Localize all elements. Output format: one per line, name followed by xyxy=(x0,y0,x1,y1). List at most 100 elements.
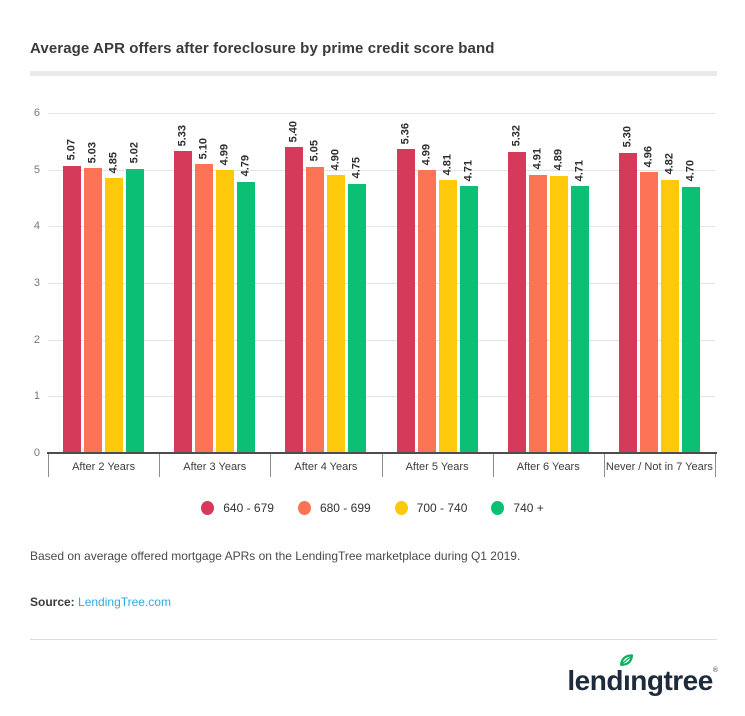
gridline xyxy=(48,283,715,284)
bar-wrap: 4.99 xyxy=(216,113,235,453)
bar xyxy=(195,164,214,453)
axis-tick xyxy=(48,454,49,477)
bar xyxy=(549,175,568,453)
category-label: After 6 Years xyxy=(516,461,580,473)
legend: 640 - 679 680 - 699 700 - 740 740 + xyxy=(0,501,745,515)
axis-tick xyxy=(381,454,383,477)
logo-text-left: lend xyxy=(567,665,623,696)
legend-item: 700 - 740 xyxy=(394,501,467,515)
bar-wrap: 4.91 xyxy=(528,113,547,453)
gridline xyxy=(48,226,715,228)
bar-value-label: 4.71 xyxy=(573,159,586,182)
bar-wrap: 4.90 xyxy=(327,113,346,453)
bar-value-label: 4.96 xyxy=(642,145,655,167)
bar-wrap: 4.79 xyxy=(237,113,256,453)
bar xyxy=(570,186,589,453)
bar-wrap: 4.96 xyxy=(639,113,658,453)
legend-item: 740 + xyxy=(491,501,544,515)
bar-group: 5.07 5.03 4.85 5.02 xyxy=(48,113,159,453)
bar xyxy=(126,168,145,453)
y-axis-tick-label: 2 xyxy=(33,333,40,346)
x-axis-line xyxy=(47,452,717,454)
bar-value-label: 4.79 xyxy=(239,155,252,177)
legend-label: 680 - 699 xyxy=(319,501,371,515)
bar-group: 5.33 5.10 4.99 4.79 xyxy=(159,113,270,453)
bar xyxy=(105,178,124,453)
bar xyxy=(618,152,637,453)
legend-swatch xyxy=(394,501,408,515)
bar-wrap: 5.02 xyxy=(126,113,145,453)
y-axis-tick-label: 3 xyxy=(33,277,40,289)
page-title: Average APR offers after foreclosure by … xyxy=(30,40,495,57)
bar-value-label: 4.89 xyxy=(552,149,565,171)
bar xyxy=(417,170,436,453)
bar-wrap: 4.75 xyxy=(348,113,367,453)
bar-group: 5.30 4.96 4.82 4.70 xyxy=(604,113,715,453)
bar-wrap: 4.71 xyxy=(459,113,478,453)
bar-wrap: 5.36 xyxy=(396,113,415,453)
bar xyxy=(84,167,103,453)
axis-tick xyxy=(603,454,605,477)
axis-tick xyxy=(492,454,494,477)
legend-label: 640 - 679 xyxy=(223,501,274,515)
legend-item: 640 - 679 xyxy=(201,501,274,515)
bar xyxy=(459,186,478,453)
bar xyxy=(306,166,325,453)
bar-value-label: 4.81 xyxy=(441,154,454,176)
bar-group: 5.32 4.91 4.89 4.71 xyxy=(493,113,604,453)
title-divider xyxy=(30,71,717,76)
bar-wrap: 4.71 xyxy=(570,113,589,453)
bar xyxy=(507,151,526,453)
bar-value-label: 5.03 xyxy=(86,141,99,163)
bar-value-label: 4.90 xyxy=(329,148,342,171)
y-axis-tick-label: 4 xyxy=(33,220,40,233)
category-label: After 2 Years xyxy=(72,461,136,473)
bar-value-label: 4.75 xyxy=(350,157,363,179)
bar-wrap: 5.10 xyxy=(195,113,214,453)
bar xyxy=(63,165,82,453)
gridline xyxy=(48,339,715,341)
bar-wrap: 5.07 xyxy=(63,113,82,453)
legend-swatch xyxy=(491,501,505,515)
gridline xyxy=(48,169,715,171)
bar xyxy=(660,179,679,453)
y-axis-tick-label: 0 xyxy=(33,447,40,459)
source-line: Source: LendingTree.com xyxy=(30,595,171,609)
bar xyxy=(438,180,457,453)
bar xyxy=(639,171,658,453)
y-axis-tick-label: 1 xyxy=(33,390,40,403)
bar xyxy=(174,150,193,453)
bar-value-label: 5.36 xyxy=(399,122,412,145)
leaf-icon xyxy=(619,654,634,666)
bar xyxy=(681,186,700,453)
bar-value-label: 5.30 xyxy=(621,126,634,148)
gridline xyxy=(48,113,715,114)
bar-value-label: 4.85 xyxy=(107,151,120,174)
logo-text-right: ngtree xyxy=(630,665,713,696)
logo-i-char: ı xyxy=(622,665,631,696)
bar-wrap: 5.05 xyxy=(306,113,325,453)
lendingtree-logo: lend ıngtree® xyxy=(567,654,718,697)
plot-area: 5.07 5.03 4.85 5.02 5.33 5.10 4.99 4.79 5.40 5.05… xyxy=(48,113,715,453)
bar-value-label: 5.40 xyxy=(287,120,300,142)
legend-item: 680 - 699 xyxy=(297,501,371,515)
bar xyxy=(327,175,346,453)
bar xyxy=(528,174,547,453)
legend-swatch xyxy=(297,501,311,515)
bar-wrap: 5.32 xyxy=(507,113,526,453)
gridline xyxy=(48,396,715,398)
bar-value-label: 4.91 xyxy=(531,148,544,170)
source-link[interactable]: LendingTree.com xyxy=(78,595,171,609)
bar-value-label: 5.02 xyxy=(128,142,141,164)
axis-tick xyxy=(715,454,716,477)
bar-wrap: 5.30 xyxy=(618,113,637,453)
bar xyxy=(237,181,256,453)
category-label: Never / Not in 7 Years xyxy=(605,461,713,473)
legend-swatch xyxy=(201,501,215,515)
bar-value-label: 5.10 xyxy=(197,137,210,159)
bar-wrap: 5.33 xyxy=(174,113,193,453)
bar-wrap: 4.82 xyxy=(660,113,679,453)
axis-tick xyxy=(159,454,161,477)
bar-value-label: 4.70 xyxy=(684,160,697,182)
bar-wrap: 4.81 xyxy=(438,113,457,453)
